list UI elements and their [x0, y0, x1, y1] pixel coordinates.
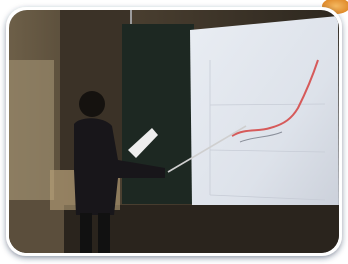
photo-frame: [0, 0, 348, 264]
photo: [9, 10, 339, 253]
head: [79, 91, 105, 117]
leg-right: [98, 213, 110, 253]
left-wall-panel: [9, 60, 54, 210]
projection-screen: [190, 16, 339, 228]
leg-left: [80, 213, 92, 253]
page: [0, 0, 348, 264]
